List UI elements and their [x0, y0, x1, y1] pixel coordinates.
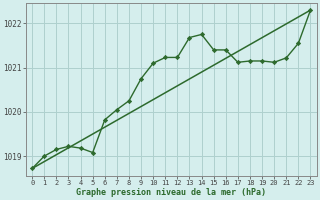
X-axis label: Graphe pression niveau de la mer (hPa): Graphe pression niveau de la mer (hPa)	[76, 188, 266, 197]
